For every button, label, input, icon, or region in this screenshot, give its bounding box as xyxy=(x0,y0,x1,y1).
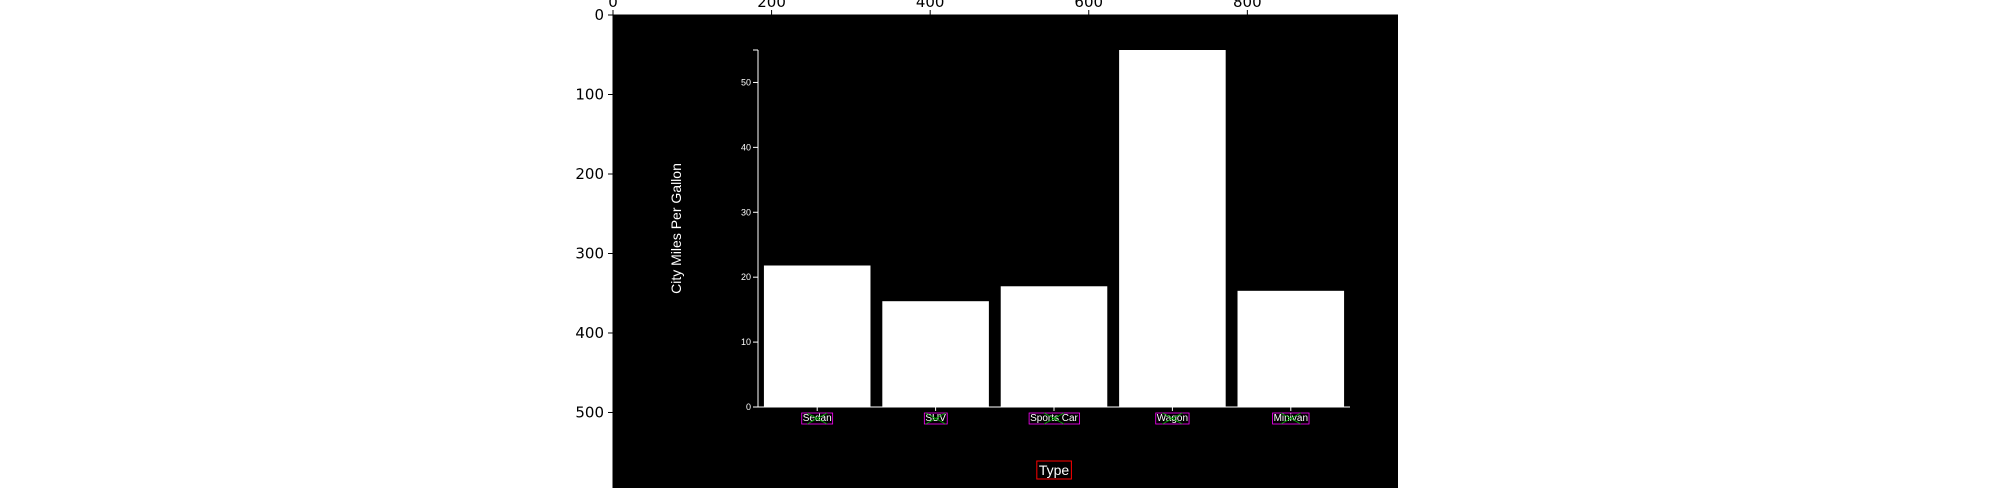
y-tick-label: 0 xyxy=(746,402,751,412)
outer-y-tick-label: 500 xyxy=(575,403,604,421)
x-tick-label-annotation-cross xyxy=(807,412,828,425)
outer-y-tick-label: 300 xyxy=(575,244,604,262)
bar xyxy=(1237,290,1345,407)
bar-series xyxy=(763,50,1345,407)
y-tick-label: 40 xyxy=(741,142,751,152)
outer-x-tick-label: 400 xyxy=(916,0,945,11)
y-axis-title: City Miles Per Gallon xyxy=(668,163,684,294)
x-tick-label-annotation-cross xyxy=(1280,412,1301,425)
bar xyxy=(763,265,871,407)
x-tick-label-annotation-box xyxy=(1272,412,1310,425)
x-axis-title: Type xyxy=(1039,462,1070,478)
outer-y-tick-label: 0 xyxy=(594,6,604,24)
x-tick-label-annotation-box xyxy=(1155,412,1190,425)
outer-x-tick-label: 200 xyxy=(757,0,786,11)
x-tick-label-annotation-box xyxy=(923,412,948,425)
x-tick-label-annotation-box xyxy=(801,412,834,425)
inner-plot-background xyxy=(613,15,1398,488)
outer-y-tick-label: 400 xyxy=(575,324,604,342)
y-tick-label: 30 xyxy=(741,207,751,217)
y-tick-label: 10 xyxy=(741,337,751,347)
category-labels: SedanSUVSports CarWagonMinivan xyxy=(801,407,1310,425)
x-tick-label-annotation-cross xyxy=(925,412,946,425)
x-tick-label-annotation-cross xyxy=(1162,412,1183,425)
outer-x-tick-label: 600 xyxy=(1074,0,1103,11)
x-axis-title-box xyxy=(1036,460,1072,480)
outer-y-tick-label: 100 xyxy=(575,85,604,103)
x-tick-label-annotation-box xyxy=(1028,412,1080,425)
x-axis-title-group: Type xyxy=(1036,460,1072,480)
bar xyxy=(1000,286,1108,407)
bar xyxy=(1119,50,1226,407)
y-tick-label: 20 xyxy=(741,272,751,282)
outer-y-tick-label: 200 xyxy=(575,165,604,183)
y-tick-label: 50 xyxy=(741,77,751,87)
bar xyxy=(882,301,989,407)
outer-x-tick-label: 800 xyxy=(1233,0,1262,11)
x-tick-label-annotation-cross xyxy=(1043,412,1065,425)
outer-x-tick-label: 0 xyxy=(608,0,618,11)
